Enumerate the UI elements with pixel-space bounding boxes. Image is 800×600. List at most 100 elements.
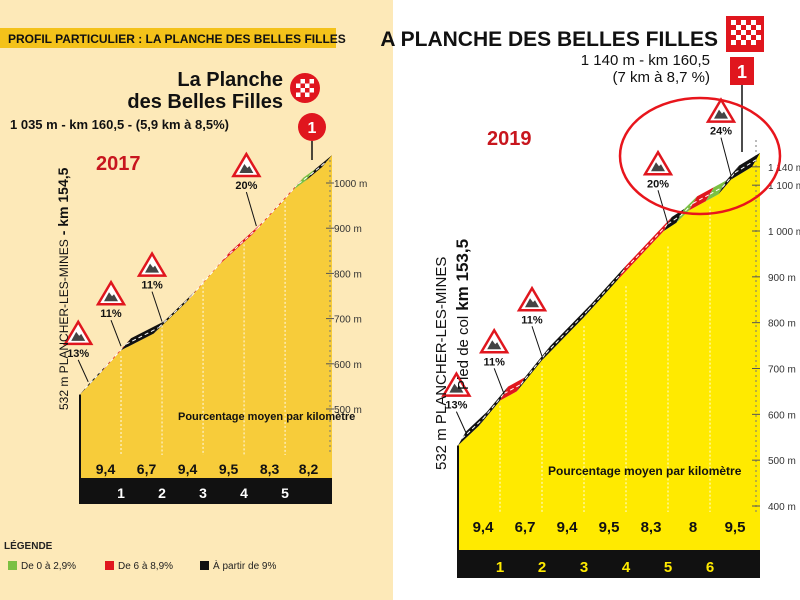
max-grade-marker: 20% [642, 149, 674, 225]
road-centerline [482, 393, 505, 420]
mountain-icon [71, 331, 86, 341]
profile-fill [458, 152, 760, 513]
y-tick-label: 1 100 m [768, 181, 800, 192]
y-tick-label: 1 140 m [768, 163, 800, 174]
marker-leader [77, 359, 89, 383]
max-grade-marker: 11% [479, 327, 510, 395]
mountain-icon [487, 340, 502, 350]
road-centerline [587, 272, 622, 311]
road-centerline [84, 366, 106, 389]
km-avg-value: 9,5 [725, 519, 746, 536]
road-centerline [709, 186, 723, 195]
max-grade-marker: 13% [441, 371, 472, 434]
warning-triangle-icon [136, 251, 168, 277]
right-km-numbers: 1 2 3 4 5 6 [496, 559, 714, 576]
right-climb-title: A PLANCHE DES BELLES FILLES [380, 28, 718, 51]
avg-band [80, 455, 332, 478]
warning-triangle-icon [441, 371, 472, 397]
max-grade-label: 24% [710, 126, 732, 138]
y-tick-label: 1 000 m [768, 227, 800, 238]
marker-leader [455, 411, 467, 434]
max-grade-marker: 20% [231, 151, 262, 227]
right-avg-label: Pourcentage moyen par kilomètre [548, 464, 742, 478]
left-header-text: PROFIL PARTICULIER : LA PLANCHE DES BELL… [8, 32, 346, 46]
mountain-icon [104, 292, 119, 302]
km-avg-value: 8,2 [299, 461, 319, 477]
left-header-bar [0, 28, 336, 48]
mountain-icon [525, 298, 539, 308]
y-tick-label: 600 m [768, 410, 796, 421]
profile-segment-black [516, 346, 550, 392]
left-start-label: 532 m PLANCHER-LES-MINES- km 154,5 [55, 167, 71, 410]
road-centerline [256, 183, 299, 229]
max-grade-label: 13% [445, 400, 467, 412]
y-tick-label: 700 m [334, 315, 362, 326]
y-tick-label: 700 m [768, 365, 796, 376]
mountain-icon [449, 383, 464, 393]
left-grade-markers: 13% 11% 11% 20% [63, 151, 262, 383]
km-number: 1 [117, 485, 125, 501]
marker-leader [720, 137, 732, 176]
left-year-label: 2017 [96, 153, 141, 175]
right-profile-line [457, 152, 760, 578]
km-avg-value: 9,4 [96, 461, 116, 477]
left-profile-line [79, 155, 332, 504]
warning-triangle-icon [516, 285, 548, 312]
warning-triangle-icon [95, 279, 127, 306]
marker-leader [151, 291, 163, 322]
profile-2019: 400 m 500 m 600 m 700 m 800 m 900 m 1 000 m 1 1… [380, 0, 800, 600]
km-avg-value: 9,5 [599, 519, 620, 536]
warning-triangle-icon [231, 151, 262, 178]
left-climb-title-line1: La Planche [177, 69, 283, 91]
y-tick-label: 900 m [768, 273, 796, 284]
mountain-icon [239, 164, 254, 174]
legend-swatch-black [200, 561, 209, 570]
max-grade-label: 13% [67, 348, 89, 360]
max-grade-label: 11% [100, 308, 122, 320]
road-centerline [158, 295, 192, 328]
road-centerline [461, 418, 484, 439]
km-number: 6 [706, 559, 714, 576]
km-band [458, 550, 760, 578]
max-grade-marker: 11% [136, 251, 168, 322]
km-avg-value: 8,3 [260, 461, 280, 477]
km-number: 4 [622, 559, 631, 576]
max-grade-marker: 13% [63, 319, 94, 383]
legend-item-black: À partir de 9% [213, 559, 276, 572]
road-centerline [191, 258, 225, 297]
left-avg-label: Pourcentage moyen par kilomètre [178, 411, 355, 423]
marker-leader [531, 326, 543, 357]
y-tick-label: 600 m [334, 360, 362, 371]
road-centerline [310, 160, 328, 176]
legend-item-red: De 6 à 8,9% [118, 561, 173, 572]
legend: LÉGENDE De 0 à 2,9% De 6 à 8,9% À partir… [4, 539, 276, 572]
km-number: 5 [664, 559, 672, 576]
right-start-sub: Pied de colkm 153,5 [453, 239, 472, 390]
legend-item-green: De 0 à 2,9% [21, 561, 76, 572]
mountain-icon [651, 162, 665, 172]
road-centerline [105, 343, 127, 368]
warning-triangle-icon [479, 327, 510, 354]
km-number: 1 [496, 559, 504, 576]
y-tick-label: 900 m [334, 224, 362, 235]
warning-triangle-icon [642, 149, 674, 176]
profile-segment-black [731, 152, 760, 180]
warning-triangle-icon [705, 97, 737, 123]
y-tick-label: 800 m [334, 269, 362, 280]
road-centerline [545, 309, 589, 354]
left-km-averages: 9,4 6,7 9,4 9,5 8,3 8,2 [96, 461, 319, 477]
km-avg-value: 8,3 [641, 519, 662, 536]
right-year-label: 2019 [487, 128, 532, 150]
km-number: 3 [580, 559, 588, 576]
y-tick-label: 800 m [768, 319, 796, 330]
road-centerline [503, 383, 522, 395]
right-km-averages: 9,4 6,7 9,4 9,5 8,3 8 9,5 [473, 519, 746, 536]
category-badge-right: 1 [730, 57, 754, 85]
right-y-axis: 400 m 500 m 600 m 700 m 800 m 900 m 1 000 m 1 1… [752, 140, 800, 513]
finish-flag-icon [726, 16, 764, 52]
max-grade-label: 11% [521, 314, 543, 326]
left-climb-title-line2: des Belles Filles [127, 91, 283, 113]
km-band [80, 478, 332, 504]
road-centerline [692, 193, 711, 204]
